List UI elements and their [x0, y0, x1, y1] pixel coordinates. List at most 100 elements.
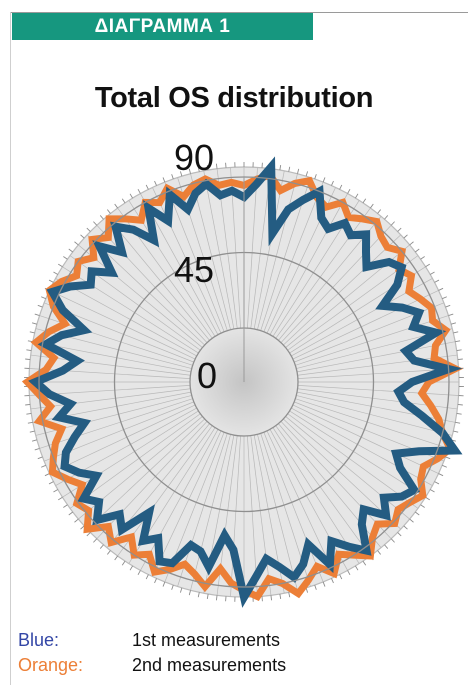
outer-tick: [129, 565, 134, 571]
grid-spoke: [257, 173, 298, 330]
grid-spoke: [49, 290, 196, 360]
grid-spoke: [280, 225, 392, 343]
grid-spoke: [257, 434, 298, 591]
grid-spoke: [203, 170, 235, 330]
outer-tick: [403, 234, 408, 239]
outer-tick: [171, 174, 174, 180]
outer-tick: [99, 544, 104, 549]
grid-spoke: [297, 385, 459, 396]
outer-tick: [414, 248, 420, 253]
outer-tick: [377, 209, 382, 214]
outer-tick: [339, 184, 343, 190]
outer-tick: [377, 550, 382, 555]
grid-spoke: [55, 278, 197, 357]
outer-tick: [34, 448, 40, 451]
outer-tick: [31, 322, 38, 325]
outer-tick: [429, 489, 435, 493]
outer-tick: [162, 581, 166, 587]
outer-tick: [438, 287, 444, 291]
outer-tick: [442, 296, 447, 300]
outer-tick: [339, 574, 343, 580]
outer-tick: [80, 525, 85, 530]
outer-tick: [442, 464, 447, 468]
grid-spoke: [164, 181, 225, 332]
outer-tick: [162, 177, 166, 183]
outer-tick: [420, 256, 425, 260]
outer-tick: [456, 412, 462, 415]
grid-spoke: [250, 435, 272, 596]
outer-tick: [420, 504, 425, 508]
grid-rings: [38, 176, 450, 588]
outer-tick: [453, 430, 459, 433]
radar-chart: 90 45 0: [21, 140, 464, 608]
grid-spoke: [140, 429, 219, 571]
outer-tick: [179, 587, 183, 593]
outer-tick: [397, 532, 402, 537]
outer-tick: [80, 234, 85, 239]
grid-spoke: [291, 407, 433, 486]
grid-spoke: [275, 425, 371, 557]
outer-tick: [106, 209, 111, 214]
outer-tick: [457, 358, 463, 360]
outer-tick: [63, 256, 68, 260]
legend-desc-orange: 2nd measurements: [132, 655, 287, 675]
outer-tick: [314, 584, 317, 590]
outer-tick: [154, 578, 157, 584]
outer-tick: [279, 165, 282, 171]
radial-tick-label-90: 90: [174, 140, 214, 178]
outer-tick: [331, 180, 334, 186]
legend-key-orange-text: Orange: [18, 655, 79, 675]
grid-spoke: [287, 413, 419, 509]
outer-tick: [455, 340, 461, 343]
outer-tick: [25, 358, 31, 360]
outer-tick: [314, 174, 317, 180]
outer-tick: [438, 473, 444, 477]
outer-tick: [29, 331, 35, 334]
legend-desc-blue: 1st measurements: [132, 630, 281, 650]
grid-spoke: [263, 181, 324, 332]
frame-left-rule: [10, 12, 11, 685]
outer-tick: [347, 188, 351, 194]
outer-tick: [53, 271, 59, 275]
outer-tick: [137, 570, 141, 576]
outer-tick: [121, 560, 126, 566]
outer-tick: [354, 565, 359, 571]
grid-spoke: [266, 430, 336, 577]
frame-top-rule: [10, 12, 468, 13]
outer-tick: [297, 168, 300, 174]
outer-tick: [171, 584, 174, 590]
outer-tick: [48, 481, 54, 485]
outer-tick: [58, 496, 63, 501]
outer-tick: [37, 304, 43, 308]
outer-tick: [29, 430, 35, 433]
outer-tick: [384, 544, 389, 549]
outer-tick: [425, 263, 430, 268]
outer-tick: [445, 456, 451, 460]
outer-tick: [25, 404, 31, 406]
outer-tick: [390, 538, 395, 543]
grid-spoke: [289, 410, 426, 498]
outer-tick: [86, 532, 91, 537]
grid-spoke: [96, 225, 208, 343]
grid-spoke: [152, 430, 222, 577]
grid-spoke: [69, 413, 201, 509]
outer-tick: [114, 203, 118, 209]
outer-tick: [206, 165, 209, 171]
outer-tick: [403, 525, 408, 530]
outer-tick: [409, 518, 414, 523]
outer-tick: [305, 171, 309, 177]
grid-spoke: [295, 398, 449, 449]
outer-tick: [434, 279, 440, 283]
outer-tick: [390, 221, 395, 226]
outer-tick: [145, 574, 149, 580]
outer-tick: [145, 184, 149, 190]
outer-tick: [425, 496, 430, 501]
outer-tick: [384, 215, 389, 220]
outer-tick: [370, 203, 374, 209]
grid-spoke: [285, 416, 410, 520]
outer-tick: [68, 511, 74, 516]
outer-tick: [86, 227, 91, 232]
outer-tick: [456, 349, 462, 352]
outer-tick: [41, 296, 46, 300]
outer-tick: [74, 241, 79, 246]
